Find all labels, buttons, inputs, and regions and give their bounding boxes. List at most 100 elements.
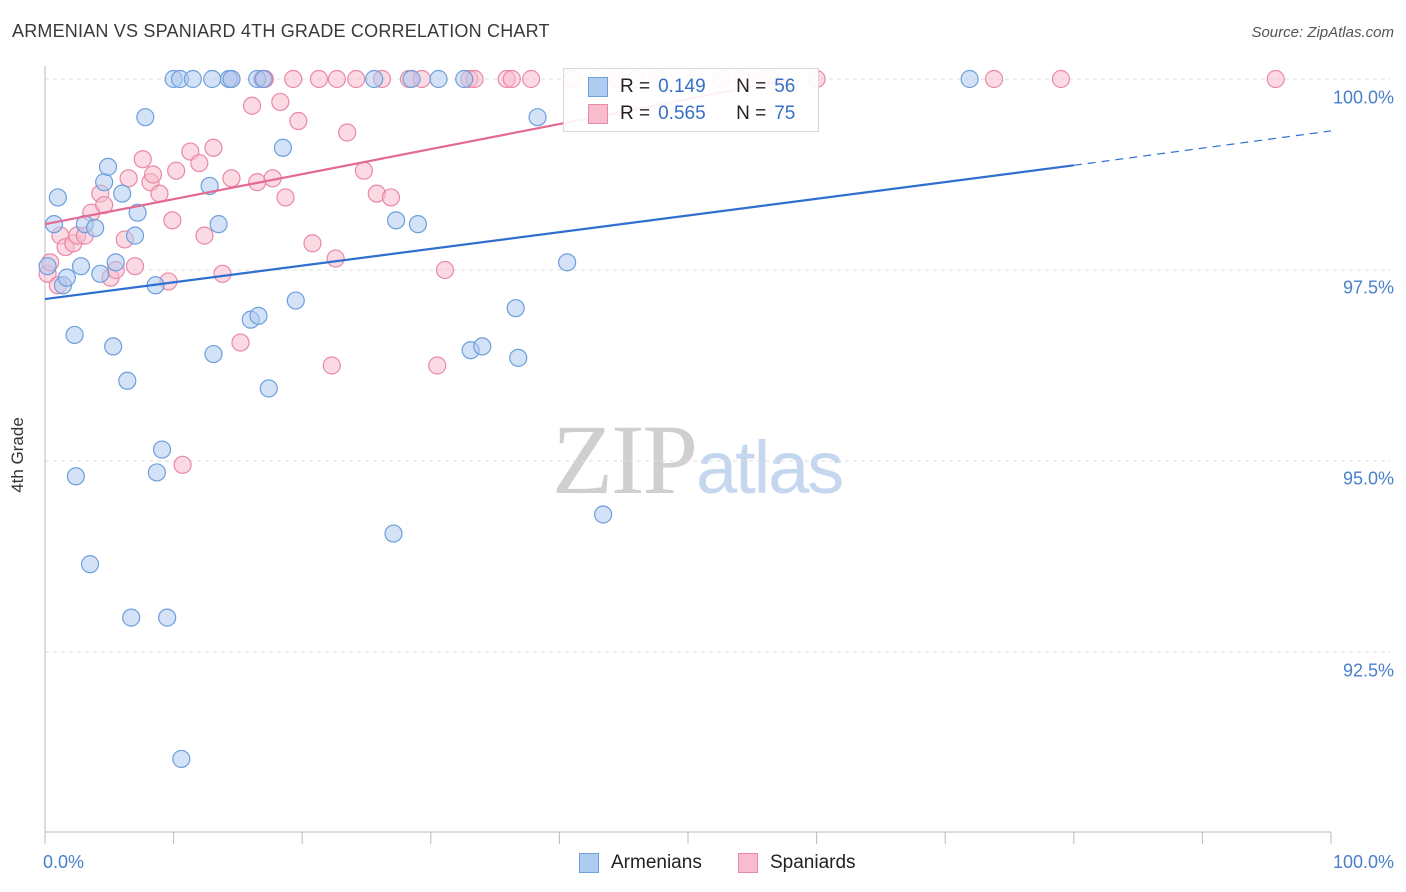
spaniard-point — [231, 333, 250, 352]
spaniard-point — [338, 123, 357, 142]
series-legend: Armenians Spaniards — [0, 852, 1406, 878]
armenian-point — [118, 371, 137, 390]
armenians-legend-swatch — [579, 853, 599, 873]
armenian-point — [506, 299, 525, 318]
y-tick-label: 100.0% — [1332, 87, 1394, 108]
armenian-point — [594, 505, 613, 524]
armenian-point — [71, 257, 91, 276]
spaniard-point — [326, 249, 345, 268]
legend-r-label: R = — [620, 76, 651, 97]
armenian-point — [408, 215, 428, 234]
armenian-point — [80, 555, 100, 574]
legend-n-value: 56 — [774, 76, 796, 97]
armenian-point — [259, 379, 278, 398]
y-tick-label: 92.5% — [1342, 660, 1394, 681]
armenians-trend-line — [44, 164, 1074, 301]
armenian-point — [429, 69, 448, 89]
spaniard-point — [125, 257, 145, 276]
armenian-point — [91, 264, 110, 283]
y-tick-label: 95.0% — [1342, 468, 1394, 489]
spaniard-point — [143, 165, 163, 184]
armenian-point — [57, 268, 76, 287]
spaniard-point — [428, 356, 447, 375]
armenian-point — [122, 608, 141, 627]
spaniard-point — [1051, 69, 1071, 89]
armenian-point — [204, 344, 223, 364]
spaniard-point — [271, 92, 290, 112]
grid-lines — [45, 78, 1390, 653]
armenian-point — [98, 157, 118, 176]
spaniard-point — [435, 260, 455, 280]
legend-r-value: 0.565 — [658, 103, 706, 124]
armenian-point — [455, 69, 474, 89]
armenian-point — [183, 69, 202, 89]
armenian-point — [273, 138, 293, 157]
armenian-point — [222, 69, 241, 89]
armenians-points — [38, 69, 979, 769]
armenian-point — [209, 215, 228, 234]
y-tick-label: 97.5% — [1342, 277, 1394, 298]
stats-legend: R = 0.149 N = 56 R = 0.565 N = 75 — [563, 68, 819, 132]
spaniard-point — [984, 69, 1004, 89]
armenian-point — [384, 524, 403, 543]
spaniard-point — [167, 161, 186, 180]
spaniard-point — [284, 69, 303, 89]
spaniard-point — [213, 264, 232, 283]
spaniard-point — [163, 211, 182, 230]
legend-item-spaniards[interactable]: Spaniards — [738, 852, 856, 874]
spaniard-point — [522, 69, 541, 89]
spaniard-point — [204, 138, 223, 157]
y-axis-label: 4th Grade — [8, 417, 27, 493]
watermark-zip: ZIP — [552, 404, 698, 515]
spaniard-point — [119, 169, 138, 188]
x-tick-label-max: 100.0% — [1332, 852, 1394, 872]
armenian-point — [386, 211, 406, 230]
armenian-point — [48, 188, 67, 207]
source-label: Source: ZipAtlas.com — [1251, 24, 1394, 41]
legend-r-label: R = — [620, 103, 651, 124]
chart-title: ARMENIAN VS SPANIARD 4TH GRADE CORRELATI… — [12, 21, 550, 41]
spaniard-point — [327, 69, 347, 89]
armenians-legend-label: Armenians — [611, 852, 702, 873]
spaniards-legend-swatch — [738, 853, 758, 873]
x-tick-label-min: 0.0% — [43, 852, 85, 872]
spaniard-point — [133, 150, 152, 169]
armenian-point — [95, 173, 114, 192]
spaniard-point — [502, 69, 521, 89]
legend-n-label: N = — [736, 103, 767, 124]
spaniard-point — [1266, 69, 1285, 89]
armenian-point — [286, 291, 305, 310]
spaniard-point — [276, 188, 295, 207]
spaniard-point — [303, 234, 322, 253]
armenian-point — [473, 337, 492, 356]
axes — [44, 66, 1332, 844]
armenian-point — [38, 257, 57, 276]
legend-item-armenians[interactable]: Armenians — [579, 852, 702, 874]
armenian-point — [249, 306, 268, 325]
armenian-point — [66, 467, 85, 486]
spaniard-point — [173, 455, 192, 474]
armenian-point — [104, 337, 123, 356]
armenian-point — [125, 226, 145, 245]
armenian-point — [128, 203, 147, 222]
spaniard-point — [242, 96, 262, 115]
legend-r-value: 0.149 — [658, 76, 706, 97]
legend-n-label: N = — [736, 76, 767, 97]
spaniard-point — [195, 226, 214, 245]
armenian-point — [960, 69, 979, 89]
armenian-point — [136, 108, 155, 127]
armenians-swatch — [588, 77, 608, 97]
spaniard-point — [347, 69, 366, 89]
spaniard-point — [381, 188, 401, 207]
armenian-point — [113, 184, 132, 203]
armenian-point — [558, 253, 577, 272]
armenian-point — [528, 108, 547, 127]
armenian-point — [65, 325, 84, 345]
spaniard-point — [150, 184, 169, 203]
legend-row-armenians: R = 0.149 N = 56 — [588, 75, 795, 99]
spaniard-point — [309, 69, 329, 89]
armenian-point — [172, 749, 191, 769]
spaniard-point — [190, 153, 209, 173]
armenian-point — [86, 218, 105, 238]
armenian-point — [365, 69, 384, 89]
